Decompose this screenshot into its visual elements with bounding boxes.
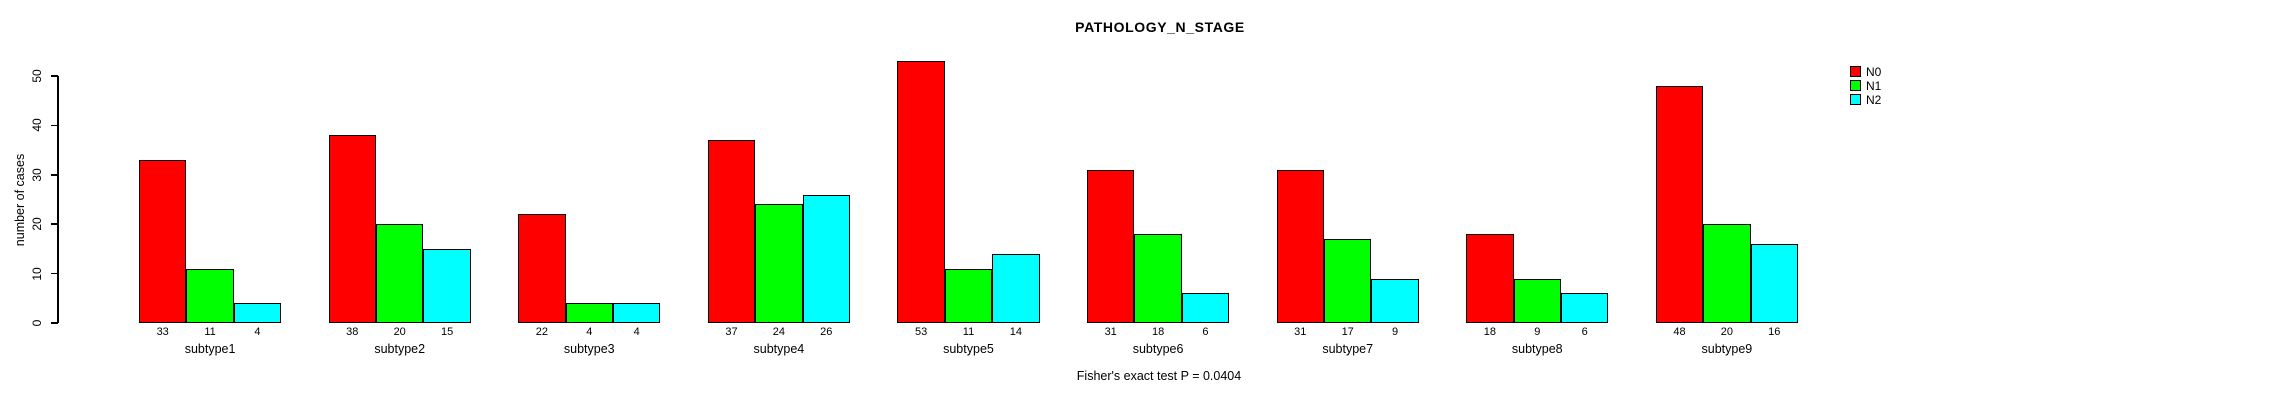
bar-value-label: 48 — [1673, 326, 1686, 338]
y-tick-mark — [51, 75, 58, 77]
legend-label-N2: N2 — [1866, 93, 1882, 107]
bar-subtype5-N2 — [992, 253, 1040, 323]
bar-subtype4-N0 — [707, 140, 756, 323]
bar-subtype3-N1 — [565, 303, 613, 323]
bar-value-label: 11 — [962, 326, 975, 338]
bar-value-label: 24 — [772, 326, 785, 338]
y-tick-label: 40 — [30, 118, 44, 133]
chart-title: PATHOLOGY_N_STAGE — [1075, 19, 1245, 35]
category-label-subtype1: subtype1 — [184, 342, 236, 356]
legend-swatch-N1 — [1850, 80, 1861, 91]
y-tick-mark — [51, 223, 58, 225]
y-tick-mark — [51, 174, 58, 176]
bar-subtype2-N1 — [376, 224, 424, 323]
bar-value-label: 11 — [204, 326, 216, 338]
bar-subtype8-N2 — [1561, 293, 1609, 323]
bar-subtype7-N0 — [1276, 169, 1324, 323]
bar-subtype6-N2 — [1181, 293, 1230, 323]
bar-subtype2-N2 — [423, 248, 471, 323]
bar-subtype2-N0 — [328, 135, 376, 323]
bar-value-label: 18 — [1483, 326, 1496, 338]
bar-value-label: 16 — [1768, 326, 1781, 338]
y-axis-label: number of cases — [13, 153, 27, 247]
category-label-subtype3: subtype3 — [563, 342, 615, 356]
bar-subtype8-N0 — [1466, 234, 1514, 323]
legend-label-N0: N0 — [1866, 65, 1882, 79]
bar-value-label: 4 — [254, 326, 261, 338]
bar-subtype1-N0 — [139, 159, 187, 323]
bar-value-label: 53 — [914, 326, 928, 338]
bar-value-label: 38 — [346, 326, 359, 338]
legend-label-N1: N1 — [1866, 79, 1882, 93]
category-label-subtype9: subtype9 — [1701, 342, 1753, 356]
bar-subtype3-N2 — [613, 303, 661, 323]
category-label-subtype2: subtype2 — [374, 342, 426, 356]
y-tick-mark — [51, 272, 58, 275]
bar-subtype1-N1 — [186, 268, 234, 323]
bar-value-label: 9 — [1392, 326, 1399, 338]
bar-subtype9-N1 — [1703, 224, 1751, 323]
bar-value-label: 17 — [1341, 326, 1354, 338]
category-label-subtype4: subtype4 — [753, 342, 805, 356]
bar-value-label: 20 — [1720, 326, 1733, 338]
bar-subtype7-N2 — [1371, 278, 1419, 323]
category-label-subtype6: subtype6 — [1132, 342, 1184, 356]
y-tick-label: 50 — [30, 69, 44, 83]
footnote: Fisher's exact test P = 0.0404 — [1076, 369, 1242, 383]
bar-value-label: 37 — [725, 326, 738, 338]
bar-subtype9-N0 — [1655, 85, 1704, 323]
bar-subtype7-N1 — [1324, 239, 1372, 323]
bar-subtype5-N0 — [897, 61, 945, 323]
bar-value-label: 26 — [820, 326, 833, 338]
y-tick-label: 20 — [30, 217, 44, 231]
bar-value-label: 31 — [1294, 326, 1307, 338]
bar-value-label: 4 — [633, 326, 640, 338]
category-label-subtype7: subtype7 — [1322, 342, 1374, 356]
bar-subtype6-N0 — [1087, 169, 1135, 323]
bar-value-label: 9 — [1534, 326, 1541, 338]
bar-value-label: 4 — [586, 326, 593, 338]
bar-value-label: 22 — [535, 326, 548, 338]
legend-swatch-N2 — [1850, 94, 1861, 105]
bar-subtype6-N1 — [1134, 234, 1182, 323]
y-axis-line — [57, 76, 59, 323]
y-tick-mark — [51, 124, 58, 127]
bar-value-label: 14 — [1009, 326, 1022, 338]
bar-subtype5-N1 — [944, 268, 993, 323]
bar-subtype3-N0 — [518, 214, 566, 323]
bar-value-label: 33 — [156, 326, 169, 338]
bar-value-label: 18 — [1151, 326, 1165, 338]
bar-value-label: 6 — [1581, 326, 1588, 338]
bar-subtype1-N2 — [233, 303, 282, 323]
bar-subtype4-N2 — [802, 194, 850, 323]
bar-value-label: 31 — [1104, 326, 1117, 338]
legend-swatch-N0 — [1850, 66, 1861, 77]
bar-value-label: 15 — [440, 326, 454, 338]
y-tick-label: 30 — [30, 168, 44, 182]
bar-value-label: 6 — [1202, 326, 1209, 338]
bar-subtype8-N1 — [1513, 278, 1561, 323]
y-tick-label: 0 — [30, 319, 44, 327]
bar-value-label: 20 — [393, 326, 406, 338]
y-tick-mark — [51, 322, 58, 324]
bar-subtype9-N2 — [1750, 243, 1798, 323]
category-label-subtype5: subtype5 — [943, 342, 994, 356]
bar-subtype4-N1 — [755, 204, 803, 323]
category-label-subtype8: subtype8 — [1511, 342, 1563, 356]
y-tick-label: 10 — [30, 266, 44, 281]
